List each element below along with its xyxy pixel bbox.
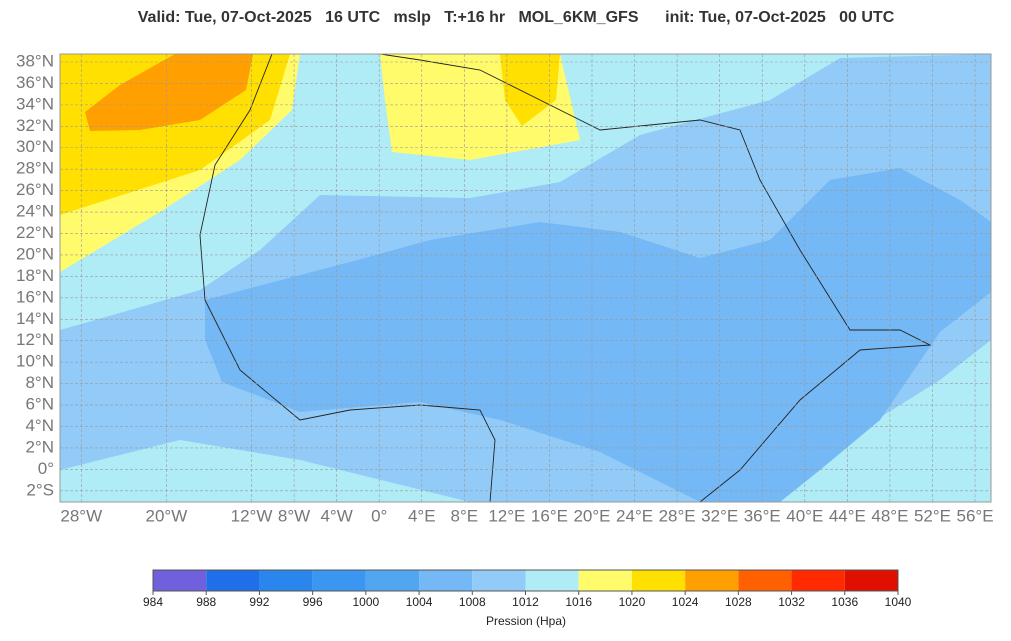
map-frame — [59, 53, 992, 503]
lat-label: 0° — [38, 459, 54, 478]
colorbar-tick-label: 1020 — [619, 595, 646, 609]
lon-label: 52°E — [914, 506, 951, 525]
lon-label: 12°W — [231, 506, 273, 525]
lat-label: 22°N — [16, 223, 54, 242]
colorbar-bin — [153, 570, 207, 591]
lat-label: 4°N — [25, 416, 54, 435]
colorbar-bin — [259, 570, 313, 591]
lat-label: 10°N — [16, 352, 54, 371]
colorbar-tick-label: 1008 — [459, 595, 486, 609]
colorbar-bin — [419, 570, 473, 591]
colorbar-tick-label: 1016 — [565, 595, 592, 609]
colorbar-tick-label: 996 — [303, 595, 323, 609]
colorbar-tick-label: 984 — [143, 595, 163, 609]
lon-label: 20°W — [146, 506, 188, 525]
lat-label: 36°N — [16, 73, 54, 92]
lon-label: 8°W — [278, 506, 310, 525]
colorbar-tick-label: 1028 — [725, 595, 752, 609]
lon-label: 8°E — [451, 506, 479, 525]
colorbar-bin — [844, 570, 898, 591]
colorbar-bin — [631, 570, 686, 591]
lon-label: 36°E — [744, 506, 781, 525]
lon-label: 40°E — [786, 506, 823, 525]
colorbar-tick-label: 1004 — [406, 595, 433, 609]
colorbar-tick-label: 1000 — [353, 595, 380, 609]
colorbar-tick-label: 1036 — [831, 595, 858, 609]
lon-label: 0° — [371, 506, 387, 525]
colorbar-tick-label: 1032 — [778, 595, 805, 609]
lon-label: 44°E — [829, 506, 866, 525]
lat-label: 12°N — [16, 330, 54, 349]
colorbar-bin — [312, 570, 366, 591]
colorbar-bin — [791, 570, 845, 591]
lat-label: 34°N — [16, 94, 54, 113]
colorbar-bin — [738, 570, 792, 591]
lon-label: 24°E — [616, 506, 653, 525]
lat-label: 24°N — [16, 202, 54, 221]
colorbar-tick-label: 988 — [196, 595, 216, 609]
colorbar-bin — [365, 570, 420, 591]
lon-label: 28°W — [60, 506, 102, 525]
colorbar-label: Pression (Hpa) — [486, 614, 566, 628]
colorbar-tick-label: 1024 — [672, 595, 699, 609]
lon-label: 12°E — [488, 506, 525, 525]
lat-label: 28°N — [16, 159, 54, 178]
lat-label: 14°N — [16, 309, 54, 328]
colorbar-bin — [685, 570, 739, 591]
lon-label: 20°E — [573, 506, 610, 525]
graticule — [60, 54, 991, 502]
lat-label: 20°N — [16, 244, 54, 263]
lon-label: 56°E — [957, 506, 994, 525]
lat-label: 2°S — [26, 480, 54, 499]
lat-label: 32°N — [16, 116, 54, 135]
lon-label: 4°W — [320, 506, 352, 525]
colorbar-tick-label: 1012 — [512, 595, 539, 609]
lon-label: 32°E — [701, 506, 738, 525]
lat-label: 6°N — [25, 395, 54, 414]
colorbar-bin — [472, 570, 526, 591]
lon-label: 28°E — [659, 506, 696, 525]
lon-label: 16°E — [531, 506, 568, 525]
lon-label: 4°E — [408, 506, 436, 525]
lat-label: 18°N — [16, 266, 54, 285]
colorbar-bin — [578, 570, 632, 591]
colorbar-bin — [206, 570, 260, 591]
lat-label: 8°N — [25, 373, 54, 392]
colorbar-tick-label: 992 — [249, 595, 269, 609]
lat-label: 30°N — [16, 137, 54, 156]
title: Valid: Tue, 07-Oct-2025 16 UTC mslp T:+1… — [138, 9, 895, 26]
pressure-field — [60, 54, 991, 502]
colorbar-bin — [525, 570, 579, 591]
lat-label: 2°N — [25, 437, 54, 456]
lat-label: 26°N — [16, 180, 54, 199]
lon-label: 48°E — [871, 506, 908, 525]
lat-label: 38°N — [16, 51, 54, 70]
colorbar-tick-label: 1040 — [885, 595, 912, 609]
lat-label: 16°N — [16, 287, 54, 306]
